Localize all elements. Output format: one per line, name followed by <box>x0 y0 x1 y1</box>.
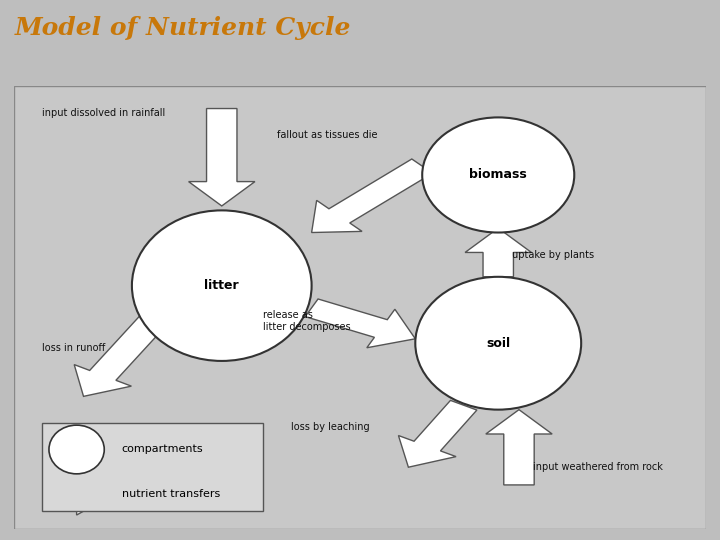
Ellipse shape <box>49 425 104 474</box>
Polygon shape <box>486 410 552 485</box>
Text: input dissolved in rainfall: input dissolved in rainfall <box>42 108 166 118</box>
Text: biomass: biomass <box>469 168 527 181</box>
Text: soil: soil <box>486 337 510 350</box>
Ellipse shape <box>422 117 575 233</box>
Text: input weathered from rock: input weathered from rock <box>533 462 662 472</box>
Polygon shape <box>305 299 415 348</box>
Polygon shape <box>74 316 166 396</box>
Polygon shape <box>53 472 114 515</box>
Text: loss in runoff: loss in runoff <box>42 343 105 353</box>
Text: loss by leaching: loss by leaching <box>291 422 369 433</box>
Ellipse shape <box>132 211 312 361</box>
Ellipse shape <box>415 277 581 410</box>
Polygon shape <box>465 228 531 277</box>
Text: litter: litter <box>204 279 239 292</box>
Text: Model of Nutrient Cycle: Model of Nutrient Cycle <box>14 16 351 40</box>
Bar <box>42 423 264 511</box>
Text: nutrient transfers: nutrient transfers <box>122 489 220 499</box>
Polygon shape <box>189 109 255 206</box>
Polygon shape <box>398 400 477 467</box>
Text: release as
litter decomposes: release as litter decomposes <box>264 310 351 332</box>
Text: compartments: compartments <box>122 444 203 455</box>
Text: fallout as tissues die: fallout as tissues die <box>277 130 377 140</box>
Polygon shape <box>312 159 433 233</box>
Text: uptake by plants: uptake by plants <box>512 249 594 260</box>
